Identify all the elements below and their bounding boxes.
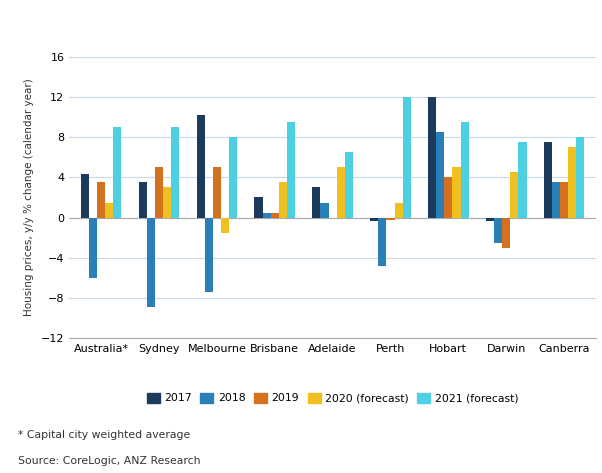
Bar [560, 183, 568, 218]
Bar [81, 175, 89, 218]
Bar [436, 132, 444, 218]
Bar [138, 183, 147, 218]
Bar [386, 218, 394, 219]
Bar [486, 218, 494, 220]
Bar [518, 142, 527, 218]
Legend: 2017, 2018, 2019, 2020 (forecast), 2021 (forecast): 2017, 2018, 2019, 2020 (forecast), 2021 … [147, 393, 518, 403]
Bar [105, 202, 113, 218]
Bar [403, 97, 411, 218]
Text: Housing price forecasts, by capital city: Housing price forecasts, by capital city [124, 13, 478, 28]
Bar [97, 183, 105, 218]
Bar [287, 122, 295, 218]
Bar [197, 115, 205, 218]
Bar [370, 218, 378, 220]
Bar [255, 198, 262, 218]
Bar [320, 202, 329, 218]
Bar [494, 218, 502, 243]
Bar [461, 122, 468, 218]
Bar [279, 183, 287, 218]
Bar [155, 167, 163, 218]
Bar [171, 127, 179, 218]
Bar [205, 218, 213, 292]
Bar [568, 147, 576, 218]
Bar [213, 167, 221, 218]
Bar [271, 212, 279, 218]
Bar [113, 127, 122, 218]
Bar [552, 183, 560, 218]
Bar [221, 218, 229, 233]
Bar [428, 97, 436, 218]
Bar [345, 152, 353, 218]
Text: * Capital city weighted average: * Capital city weighted average [18, 429, 190, 439]
Bar [312, 187, 320, 218]
Bar [147, 218, 155, 307]
Bar [394, 202, 403, 218]
Bar [163, 187, 171, 218]
Bar [453, 167, 461, 218]
Bar [89, 218, 97, 278]
Bar [544, 142, 552, 218]
Bar [502, 218, 510, 248]
Bar [444, 177, 453, 218]
Text: Source: CoreLogic, ANZ Research: Source: CoreLogic, ANZ Research [18, 456, 200, 466]
Bar [510, 172, 518, 218]
Bar [337, 167, 345, 218]
Y-axis label: Housing prices, y/y % change (calendar year): Housing prices, y/y % change (calendar y… [24, 79, 34, 316]
Bar [576, 137, 585, 218]
Bar [229, 137, 237, 218]
Bar [262, 212, 271, 218]
Bar [378, 218, 386, 266]
